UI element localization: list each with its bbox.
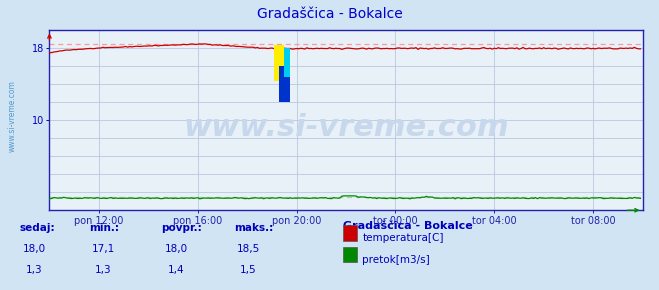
FancyBboxPatch shape: [284, 48, 290, 77]
Text: pretok[m3/s]: pretok[m3/s]: [362, 255, 430, 264]
Text: www.si-vreme.com: www.si-vreme.com: [8, 80, 17, 152]
Text: min.:: min.:: [89, 223, 119, 233]
Text: 18,5: 18,5: [237, 244, 260, 254]
Text: Gradaščica - Bokalce: Gradaščica - Bokalce: [343, 221, 473, 231]
Text: maks.:: maks.:: [234, 223, 273, 233]
Text: sedaj:: sedaj:: [20, 223, 55, 233]
Text: 18,0: 18,0: [22, 244, 46, 254]
Text: 1,3: 1,3: [95, 265, 112, 275]
Text: 1,5: 1,5: [240, 265, 257, 275]
Text: 1,4: 1,4: [167, 265, 185, 275]
FancyBboxPatch shape: [279, 66, 290, 102]
FancyBboxPatch shape: [273, 45, 284, 81]
Text: 18,0: 18,0: [164, 244, 188, 254]
Text: temperatura[C]: temperatura[C]: [362, 233, 444, 243]
Text: 1,3: 1,3: [26, 265, 43, 275]
Text: Gradaščica - Bokalce: Gradaščica - Bokalce: [256, 7, 403, 21]
Text: www.si-vreme.com: www.si-vreme.com: [183, 113, 509, 142]
Text: 17,1: 17,1: [92, 244, 115, 254]
Text: povpr.:: povpr.:: [161, 223, 202, 233]
